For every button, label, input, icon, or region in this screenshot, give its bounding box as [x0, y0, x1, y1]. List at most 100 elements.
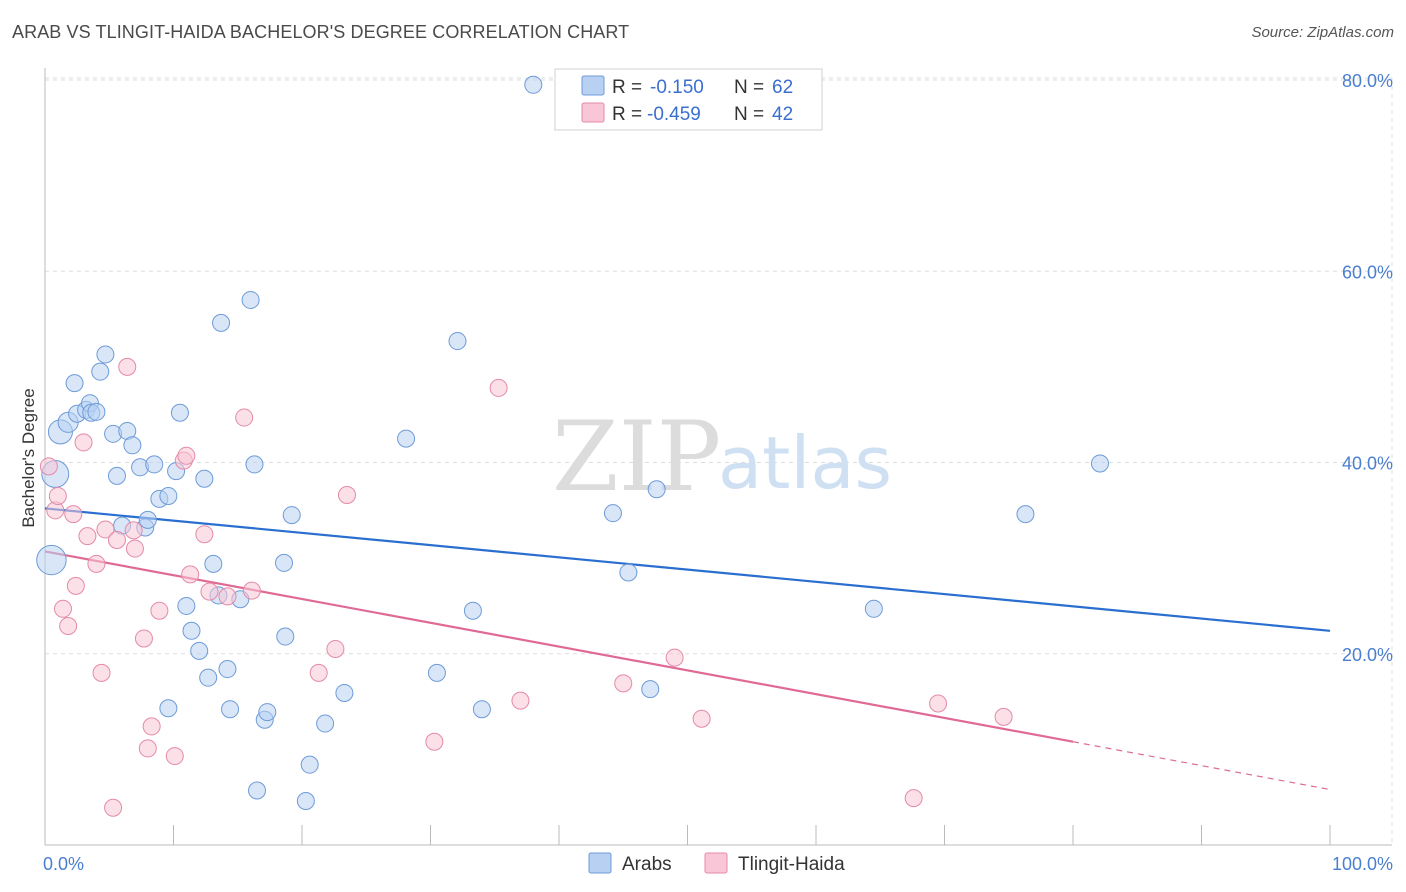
point-arabs-26	[190, 641, 209, 660]
point-tlingit-35	[511, 691, 530, 710]
point-arabs-55	[641, 680, 660, 699]
point-tlingit-12	[104, 798, 123, 817]
series-tlingit-points	[39, 357, 1013, 817]
y-axis-label: Bachelor's Degree	[19, 388, 38, 527]
point-arabs-18	[138, 510, 157, 529]
legend-n-label-tlingit: N =	[734, 104, 764, 125]
watermark-atlas: atlas	[718, 421, 892, 505]
trend-line-tlingit	[44, 550, 1074, 743]
point-tlingit-26	[200, 582, 219, 601]
point-arabs-60	[1090, 454, 1109, 473]
axes	[44, 68, 1392, 846]
point-arabs-31	[212, 313, 231, 332]
point-arabs-36	[245, 455, 264, 474]
watermark: ZIP atlas	[552, 401, 892, 513]
bottom-legend-label-tlingit: Tlingit-Haida	[738, 854, 845, 875]
point-tlingit-6	[66, 576, 85, 595]
point-arabs-43	[296, 792, 315, 811]
point-tlingit-11	[96, 520, 115, 539]
point-arabs-21	[159, 486, 178, 505]
point-arabs-39	[258, 703, 277, 722]
point-arabs-42	[282, 506, 301, 525]
point-arabs-33	[221, 700, 240, 719]
point-tlingit-40	[929, 694, 948, 713]
point-arabs-47	[397, 429, 416, 448]
point-arabs-23	[170, 403, 189, 422]
point-tlingit-25	[195, 525, 214, 544]
point-tlingit-39	[904, 789, 923, 808]
legend-n-value-arabs: 62	[772, 77, 793, 98]
point-tlingit-29	[242, 581, 261, 600]
point-tlingit-18	[138, 739, 157, 758]
point-tlingit-24	[181, 565, 200, 584]
x-tick-labels: 0.0% 100.0%	[43, 854, 1393, 874]
point-tlingit-16	[125, 539, 144, 558]
point-arabs-35	[241, 290, 260, 309]
y-tick-label-20: 20.0%	[1342, 645, 1393, 665]
point-arabs-37	[248, 781, 267, 800]
point-arabs-15	[123, 436, 142, 455]
point-arabs-12	[107, 466, 126, 485]
point-arabs-45	[316, 714, 335, 733]
point-tlingit-14	[118, 357, 137, 376]
legend-r-label-tlingit: R =	[612, 104, 642, 125]
point-arabs-19	[145, 455, 164, 474]
point-arabs-49	[448, 332, 467, 351]
point-tlingit-36	[614, 674, 633, 693]
point-tlingit-5	[64, 505, 83, 524]
point-arabs-10	[96, 345, 115, 364]
y-tick-label-60: 60.0%	[1342, 262, 1393, 282]
legend-n-value-tlingit: 42	[772, 104, 793, 125]
bottom-legend-swatch-tlingit	[704, 852, 728, 874]
watermark-zip: ZIP	[552, 401, 721, 513]
x-tick-label-100: 100.0%	[1332, 854, 1393, 874]
point-arabs-56	[647, 480, 666, 499]
point-tlingit-3	[53, 599, 72, 618]
point-arabs-53	[603, 504, 622, 523]
point-tlingit-13	[107, 530, 126, 549]
point-arabs-50	[463, 601, 482, 620]
legend-swatch-tlingit	[581, 102, 605, 123]
point-tlingit-32	[337, 486, 356, 505]
point-arabs-61	[87, 402, 106, 421]
point-tlingit-0	[39, 457, 58, 476]
legend-swatch-arabs	[581, 75, 605, 96]
x-tick-label-0: 0.0%	[43, 854, 84, 874]
point-tlingit-7	[74, 433, 93, 452]
y-tick-label-80: 80.0%	[1342, 71, 1393, 91]
bottom-legend-swatch-arabs	[588, 852, 612, 874]
point-arabs-32	[218, 660, 237, 679]
point-arabs-52	[524, 75, 543, 94]
point-arabs-24	[177, 596, 196, 615]
legend-r-value-arabs: -0.150	[650, 77, 704, 98]
point-arabs-44	[300, 755, 319, 774]
point-tlingit-15	[124, 521, 143, 540]
point-arabs-46	[335, 683, 354, 702]
bottom-legend-label-arabs: Arabs	[622, 854, 672, 875]
point-arabs-4	[65, 374, 84, 393]
point-tlingit-34	[489, 378, 508, 397]
point-arabs-9	[91, 362, 110, 381]
point-tlingit-20	[150, 601, 169, 620]
point-tlingit-31	[326, 639, 345, 658]
trend-line-tlingit-extension	[1072, 741, 1331, 791]
point-arabs-25	[182, 621, 201, 640]
point-arabs-54	[619, 563, 638, 582]
point-tlingit-38	[692, 709, 711, 728]
series-legend: Arabs Tlingit-Haida	[588, 852, 845, 875]
trend-line-arabs	[44, 507, 1331, 632]
point-arabs-51	[472, 700, 491, 719]
point-tlingit-37	[665, 648, 684, 667]
point-tlingit-9	[87, 554, 106, 573]
legend-n-label-arabs: N =	[734, 77, 764, 98]
chart-title: ARAB VS TLINGIT-HAIDA BACHELOR'S DEGREE …	[12, 22, 630, 42]
point-tlingit-4	[59, 617, 78, 636]
legend-r-value-tlingit: -0.459	[647, 104, 701, 125]
correlation-legend: R = -0.150 N = 62 R = -0.459 N = 42	[554, 68, 823, 131]
point-arabs-28	[199, 668, 218, 687]
chart-source: Source: ZipAtlas.com	[1251, 24, 1394, 41]
point-tlingit-8	[78, 527, 97, 546]
point-tlingit-10	[92, 663, 111, 682]
point-tlingit-23	[177, 446, 196, 465]
